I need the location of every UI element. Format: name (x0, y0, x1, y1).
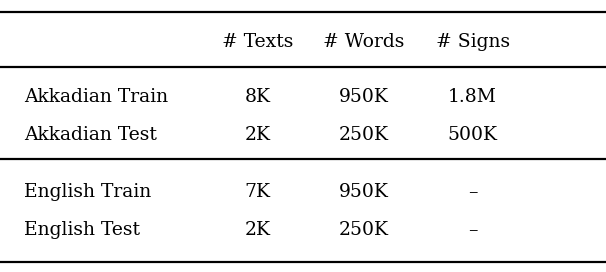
Text: 2K: 2K (245, 221, 270, 239)
Text: –: – (468, 183, 478, 201)
Text: Akkadian Train: Akkadian Train (24, 88, 168, 106)
Text: 950K: 950K (339, 88, 388, 106)
Text: # Texts: # Texts (222, 33, 293, 51)
Text: 7K: 7K (245, 183, 270, 201)
Text: Akkadian Test: Akkadian Test (24, 126, 157, 144)
Text: # Words: # Words (323, 33, 404, 51)
Text: 500K: 500K (448, 126, 498, 144)
Text: 250K: 250K (339, 221, 388, 239)
Text: 8K: 8K (245, 88, 270, 106)
Text: –: – (468, 221, 478, 239)
Text: 950K: 950K (339, 183, 388, 201)
Text: # Signs: # Signs (436, 33, 510, 51)
Text: 1.8M: 1.8M (448, 88, 497, 106)
Text: 250K: 250K (339, 126, 388, 144)
Text: English Train: English Train (24, 183, 152, 201)
Text: English Test: English Test (24, 221, 140, 239)
Text: 2K: 2K (245, 126, 270, 144)
